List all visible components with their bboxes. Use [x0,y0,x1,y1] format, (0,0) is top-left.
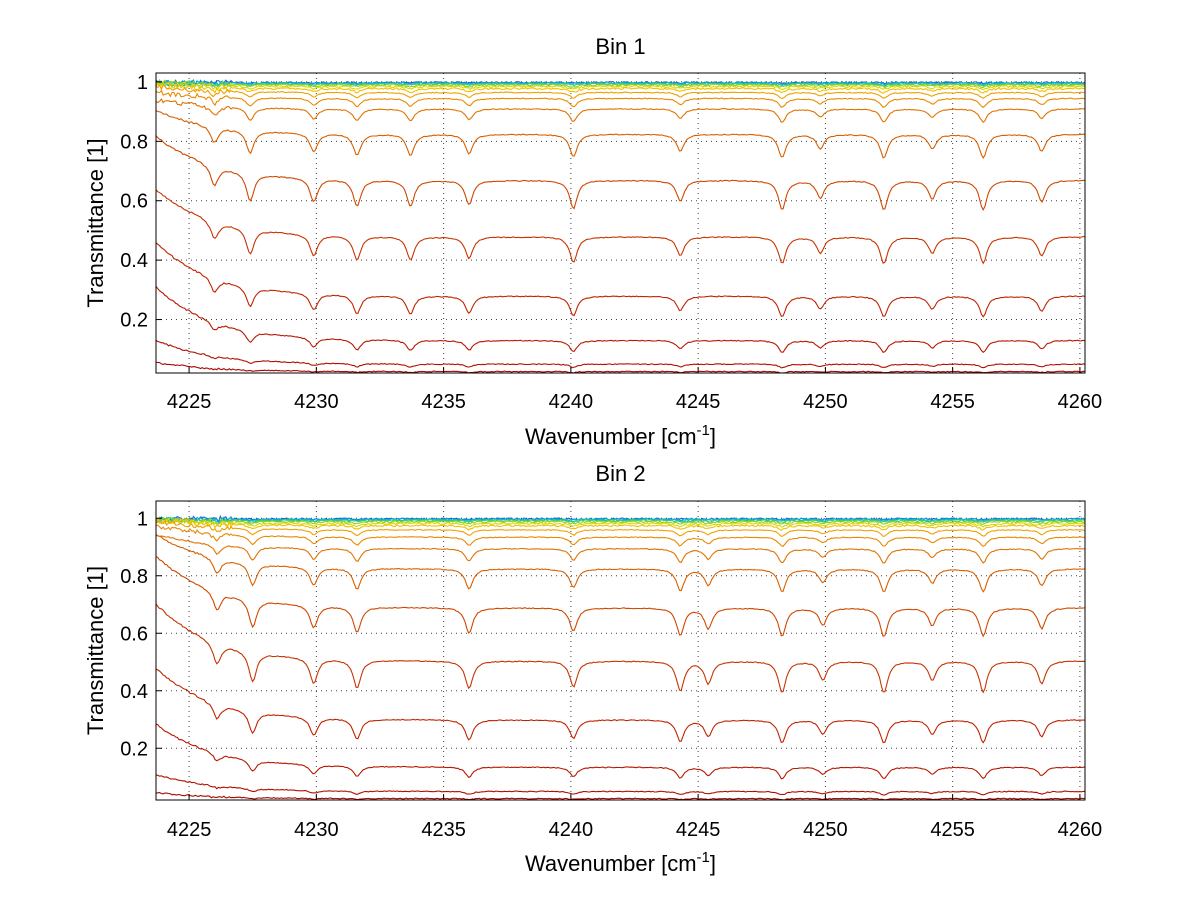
x-tick-label: 4245 [676,391,721,413]
series-line-3 [156,79,1085,88]
plot-frame [155,72,1086,374]
y-tick-label: 1 [137,72,148,94]
series-line-8 [156,519,1085,538]
y-tick-label: 0.4 [120,681,148,703]
y-axis-label: Transmittance [1] [83,138,108,307]
x-tick-label: 4255 [930,391,975,413]
x-tick-label: 4235 [421,819,466,841]
y-tick-label: 0.2 [120,310,148,332]
chart-title: Bin 2 [595,461,645,486]
x-tick-label: 4225 [167,391,212,413]
x-tick-label: 4230 [294,391,339,413]
series-line-9 [156,524,1085,547]
y-tick-label: 1 [137,508,148,530]
series-line-6 [156,517,1085,529]
x-axis-label: Wavenumber [cm-1] [525,422,716,449]
series-line-14 [156,242,1085,318]
series-line-12 [156,135,1085,212]
series-line-7 [156,517,1085,531]
x-tick-label: 4240 [549,819,594,841]
series-line-4 [156,517,1085,525]
series-line-11 [156,534,1085,593]
series-line-12 [156,556,1085,638]
y-tick-label: 0.8 [120,131,148,153]
y-tick-label: 0.4 [120,250,148,272]
series-line-17 [156,792,1085,800]
series-line-16 [156,339,1085,369]
series-line-15 [156,285,1085,354]
series-group [156,514,1085,800]
x-tick-label: 4225 [167,819,212,841]
x-tick-label: 4260 [1058,391,1103,413]
y-tick-label: 0.8 [120,566,148,588]
x-tick-label: 4260 [1058,819,1103,841]
series-group [156,78,1085,373]
series-line-5 [156,78,1085,89]
plot-frame [155,500,1086,801]
series-line-13 [156,189,1085,265]
y-axis-label: Transmittance [1] [83,566,108,735]
series-line-6 [156,81,1085,91]
series-line-17 [156,361,1085,373]
x-tick-label: 4250 [803,391,848,413]
y-tick-label: 0.6 [120,191,148,213]
x-tick-label: 4255 [930,819,975,841]
x-tick-label: 4235 [421,391,466,413]
series-line-16 [156,774,1085,796]
chart-panel-1: 4225 4230 4235 4240 4245 4250 4255 4260 0.2 0.4 0.… [83,34,1102,449]
x-tick-label: 4245 [676,819,721,841]
x-tick-label: 4250 [803,819,848,841]
series-line-10 [156,97,1085,123]
x-tick-label: 4240 [549,391,594,413]
x-tick-label: 4230 [294,819,339,841]
series-line-15 [156,723,1085,780]
x-axis-label: Wavenumber [cm-1] [525,849,716,876]
series-line-14 [156,668,1085,744]
series-line-9 [156,89,1085,109]
chart-panel-2: 4225 4230 4235 4240 4245 4250 4255 4260 0.2 0.4 0.… [83,461,1102,876]
series-line-8 [156,83,1085,100]
series-line-10 [156,533,1085,564]
series-line-13 [156,603,1085,694]
chart-title: Bin 1 [595,34,645,59]
series-line-7 [156,82,1085,95]
y-tick-label: 0.2 [120,738,148,760]
y-tick-label: 0.6 [120,623,148,645]
series-line-5 [156,516,1085,525]
series-line-11 [156,110,1085,159]
